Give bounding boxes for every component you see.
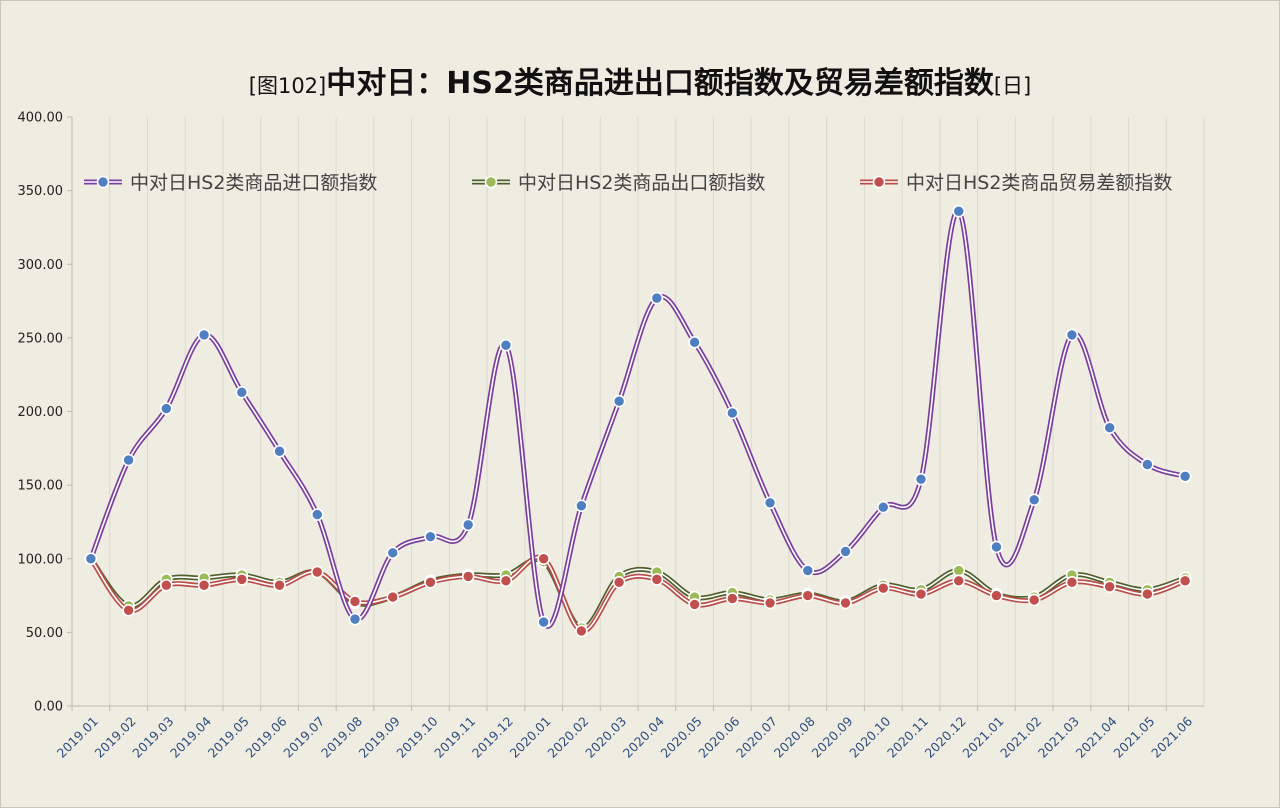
chart-title-suffix: [日] [993, 74, 1032, 98]
y-tick-label: 150.00 [18, 479, 64, 494]
data-point [235, 386, 249, 399]
series-lines [84, 204, 1192, 638]
data-point [650, 573, 664, 586]
grid [71, 117, 1205, 706]
y-tick-label: 0.00 [34, 700, 63, 715]
y-tick-label: 250.00 [18, 331, 64, 346]
legend-item-1: 中对日HS2类商品出口额指数 [472, 172, 765, 194]
data-point [612, 576, 626, 589]
data-point [952, 204, 966, 218]
data-point [952, 574, 966, 588]
data-point [1103, 421, 1116, 434]
data-point [461, 570, 475, 583]
data-point [952, 564, 966, 577]
data-point [122, 453, 135, 467]
data-point [122, 603, 135, 617]
data-point [348, 595, 362, 608]
data-point [612, 394, 626, 408]
y-tick-label: 100.00 [18, 552, 64, 567]
legend: 中对日HS2类商品进口额指数 中对日HS2类商品出口额指数 中对日HS2类商品贸易差… [84, 172, 1172, 194]
data-point [876, 500, 890, 514]
data-point [801, 564, 815, 577]
data-point [575, 499, 588, 513]
data-point [310, 508, 324, 521]
data-point [424, 530, 437, 543]
data-point [461, 518, 475, 532]
series-2 [84, 552, 1192, 638]
data-point [84, 552, 98, 566]
legend-label: 中对日HS2类商品贸易差额指数 [906, 172, 1172, 194]
data-point [386, 590, 400, 604]
data-point [914, 472, 928, 486]
y-tick-label: 200.00 [18, 405, 64, 420]
data-point [650, 291, 664, 305]
data-point [801, 589, 815, 602]
data-point [1065, 328, 1079, 342]
y-tick-label: 50.00 [26, 626, 63, 641]
data-point [1141, 458, 1154, 471]
data-point [1178, 574, 1192, 588]
data-point [197, 578, 211, 592]
legend-item-2: 中对日HS2类商品贸易差额指数 [860, 172, 1172, 194]
axes: 0.00 50.00 100.00 150.00 200.00 250.00 300.00 3… [18, 111, 1204, 761]
data-point [348, 612, 362, 626]
y-tick-label: 300.00 [18, 258, 64, 273]
series-0 [84, 204, 1192, 629]
data-point [990, 589, 1003, 602]
data-point [839, 596, 852, 610]
chart-title: [图102]中对日：HS2类商品进出口额指数及贸易差额指数[日] [0, 58, 1280, 102]
data-point [1141, 587, 1154, 601]
legend-marker [96, 175, 110, 189]
data-point [197, 328, 211, 342]
legend-label: 中对日HS2类商品出口额指数 [518, 172, 765, 194]
data-point [688, 598, 701, 611]
data-point [763, 496, 777, 510]
data-point [537, 552, 550, 566]
data-point [688, 335, 701, 349]
data-point [1027, 593, 1041, 607]
chart-title-prefix: [图102] [248, 74, 327, 98]
legend-marker [872, 175, 886, 189]
data-point [1178, 469, 1192, 483]
data-point [386, 546, 400, 560]
data-point [876, 581, 890, 595]
data-point [726, 406, 739, 420]
data-point [537, 615, 550, 629]
data-point [575, 624, 588, 638]
data-point [1103, 580, 1116, 594]
legend-item-0: 中对日HS2类商品进口额指数 [84, 172, 377, 194]
data-point [914, 587, 928, 601]
data-point [235, 573, 249, 586]
data-point [839, 545, 852, 558]
data-point [763, 596, 777, 610]
data-point [273, 444, 286, 458]
data-point [160, 578, 173, 592]
data-point [499, 338, 513, 352]
legend-label: 中对日HS2类商品进口额指数 [130, 172, 377, 194]
chart-title-main: 中对日：HS2类商品进出口额指数及贸易差额指数 [326, 66, 994, 101]
data-point [1065, 576, 1079, 589]
data-point [160, 402, 173, 415]
data-point [424, 576, 437, 589]
y-tick-label: 400.00 [18, 111, 64, 126]
series-line-inner [90, 210, 1186, 627]
data-point [499, 574, 513, 588]
y-tick-label: 350.00 [18, 184, 64, 199]
legend-marker [484, 175, 498, 189]
data-point [310, 565, 324, 579]
x-tick-label: 2021.06 [1148, 713, 1195, 760]
data-point [1027, 493, 1041, 507]
data-point [726, 592, 739, 605]
data-point [273, 578, 286, 592]
data-point [990, 540, 1003, 554]
